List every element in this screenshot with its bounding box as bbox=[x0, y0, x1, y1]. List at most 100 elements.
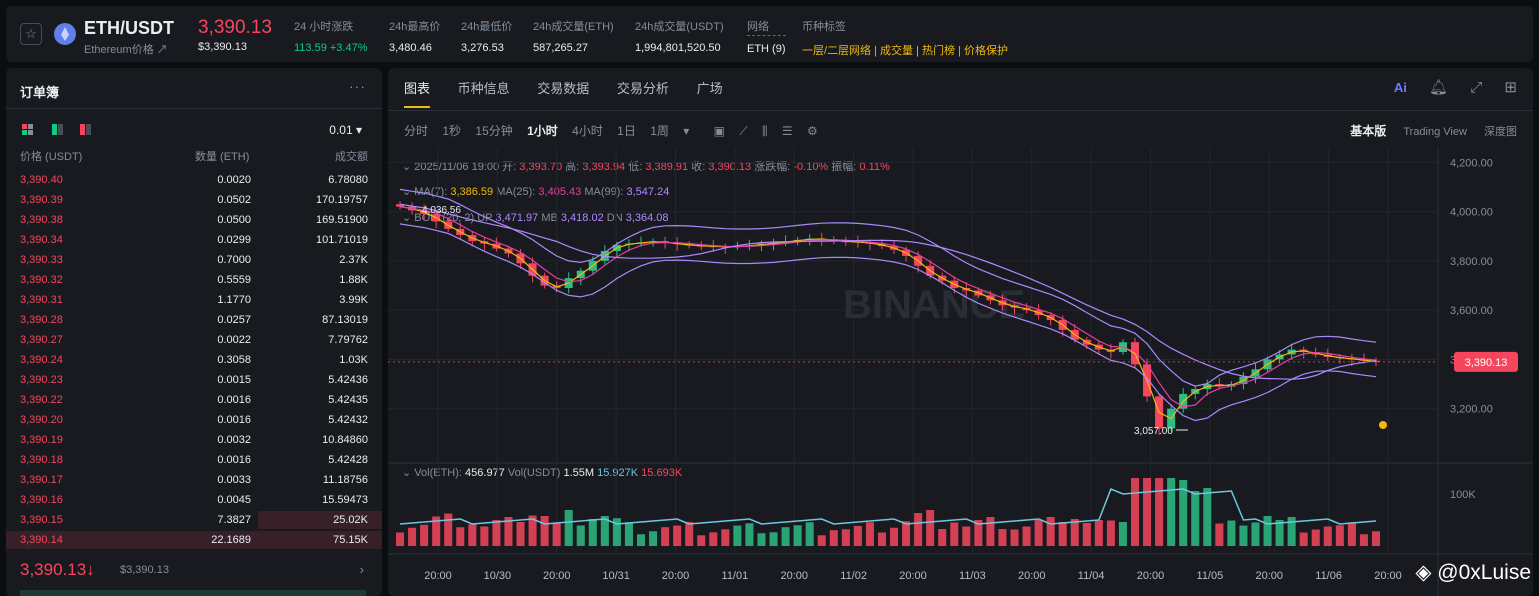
orderbook-row[interactable]: 3,390.15 7.3827 25.02K bbox=[6, 510, 382, 530]
row-qty: 7.3827 bbox=[217, 514, 251, 526]
interval-1s[interactable]: 1秒 bbox=[442, 124, 462, 138]
row-qty: 0.3058 bbox=[217, 354, 251, 366]
grid-icon[interactable]: ⊞ bbox=[1504, 79, 1517, 96]
interval-15m[interactable]: 15分钟 bbox=[475, 124, 513, 138]
volume-bar bbox=[1155, 478, 1164, 546]
binance-watermark: BINANCE bbox=[843, 283, 1025, 327]
row-qty: 1.1770 bbox=[217, 294, 251, 306]
bids-start bbox=[20, 590, 366, 596]
chevron-right-icon[interactable]: › bbox=[359, 562, 364, 577]
collapse-icon[interactable]: ⌄ bbox=[402, 467, 415, 479]
view-both-icon[interactable] bbox=[22, 124, 33, 135]
interval-more-icon[interactable]: ▾ bbox=[683, 124, 690, 138]
calendar-icon[interactable]: ▣ bbox=[713, 124, 725, 138]
volume-bar bbox=[1263, 516, 1272, 546]
volume-bar bbox=[769, 532, 778, 546]
orderbook-row[interactable]: 3,390.27 0.0022 7.79762 bbox=[6, 330, 382, 350]
volume-bar bbox=[600, 516, 609, 546]
view-asks-icon[interactable] bbox=[80, 124, 91, 135]
boll-dn-value: 3,364.08 bbox=[625, 212, 669, 224]
expand-icon[interactable]: ⤢ bbox=[1470, 79, 1483, 96]
orderbook-row[interactable]: 3,390.39 0.0502 170.19757 bbox=[6, 190, 382, 210]
orderbook-row[interactable]: 3,390.38 0.0500 169.51900 bbox=[6, 210, 382, 230]
volume-bar bbox=[504, 517, 513, 546]
volume-bar bbox=[685, 521, 694, 546]
tab-trading-data[interactable]: 交易数据 bbox=[537, 81, 590, 96]
view-basic[interactable]: 基本版 bbox=[1350, 124, 1387, 138]
row-qty: 0.0032 bbox=[217, 434, 251, 446]
orderbook-row[interactable]: 3,390.28 0.0257 87.13019 bbox=[6, 310, 382, 330]
price-chart[interactable]: 4,200.004,000.003,800.003,600.003,400.00… bbox=[388, 68, 1533, 596]
interval-1d[interactable]: 1日 bbox=[617, 124, 636, 138]
interval-1w[interactable]: 1周 bbox=[650, 124, 669, 138]
coin-info-link[interactable]: Ethereum价格 ↗ bbox=[84, 44, 168, 56]
orderbook-row[interactable]: 3,390.19 0.0032 10.84860 bbox=[6, 430, 382, 450]
interval-4h[interactable]: 4小时 bbox=[572, 124, 603, 138]
tab-square[interactable]: 广场 bbox=[696, 81, 723, 96]
tag-links[interactable]: 一层/二层网络 | 成交量 | 热门榜 | 价格保护 bbox=[802, 45, 1008, 57]
interval-1h[interactable]: 1小时 bbox=[527, 124, 558, 138]
row-price: 3,390.33 bbox=[20, 254, 63, 266]
orderbook-row[interactable]: 3,390.34 0.0299 101.71019 bbox=[6, 230, 382, 250]
row-total: 169.51900 bbox=[316, 214, 368, 226]
interval-time[interactable]: 分时 bbox=[404, 124, 429, 138]
volume-bar bbox=[829, 530, 838, 546]
orderbook-row[interactable]: 3,390.18 0.0016 5.42428 bbox=[6, 450, 382, 470]
row-qty: 0.0016 bbox=[217, 414, 251, 426]
row-price: 3,390.34 bbox=[20, 234, 63, 246]
orderbook-row[interactable]: 3,390.40 0.0020 6.78080 bbox=[6, 170, 382, 190]
orderbook-row[interactable]: 3,390.17 0.0033 11.18756 bbox=[6, 470, 382, 490]
orderbook-row[interactable]: 3,390.14 22.1689 75.15K bbox=[6, 530, 382, 550]
stat-value: 587,265.27 bbox=[533, 42, 589, 54]
collapse-icon[interactable]: ⌄ bbox=[402, 212, 415, 224]
settings-list-icon[interactable]: ☰ bbox=[781, 124, 793, 138]
view-tradingview[interactable]: Trading View bbox=[1403, 126, 1467, 138]
vol-axis-label: 100K bbox=[1450, 489, 1476, 501]
ma99-line bbox=[399, 203, 1377, 380]
volume-bar bbox=[528, 515, 537, 546]
collapse-icon[interactable]: ⌄ bbox=[402, 161, 415, 173]
tab-trading-analysis[interactable]: 交易分析 bbox=[616, 81, 669, 96]
ai-icon[interactable]: Ai bbox=[1393, 80, 1407, 95]
row-price: 3,390.39 bbox=[20, 194, 63, 206]
bell-icon[interactable]: 🔔︎ bbox=[1429, 79, 1449, 96]
x-tick-label: 20:00 bbox=[543, 570, 571, 582]
row-total: 15.59473 bbox=[322, 494, 368, 506]
orderbook-row[interactable]: 3,390.23 0.0015 5.42436 bbox=[6, 370, 382, 390]
orderbook-row[interactable]: 3,390.16 0.0045 15.59473 bbox=[6, 490, 382, 510]
stat-24h-change: 24 小时涨跌 113.59 +3.47% bbox=[294, 18, 368, 54]
row-total: 87.13019 bbox=[322, 314, 368, 326]
volume-bar bbox=[1191, 491, 1200, 546]
view-bids-icon[interactable] bbox=[52, 124, 63, 135]
x-tick-label: 11/03 bbox=[959, 570, 986, 582]
candle-type-icon[interactable]: ⫼ bbox=[762, 124, 768, 138]
gear-icon[interactable]: ⚙ bbox=[807, 124, 818, 138]
x-tick-label: 20:00 bbox=[899, 570, 927, 582]
view-depth[interactable]: 深度图 bbox=[1484, 126, 1517, 138]
orderbook-row[interactable]: 3,390.22 0.0016 5.42435 bbox=[6, 390, 382, 410]
star-icon[interactable]: ☆ bbox=[20, 23, 42, 45]
orderbook-row[interactable]: 3,390.32 0.5559 1.88K bbox=[6, 270, 382, 290]
orderbook-row[interactable]: 3,390.33 0.7000 2.37K bbox=[6, 250, 382, 270]
volume-bar bbox=[1167, 478, 1176, 546]
row-price: 3,390.31 bbox=[20, 294, 63, 306]
depth-bar bbox=[6, 531, 382, 549]
indicator-icon[interactable]: ⟋ bbox=[739, 124, 748, 138]
row-price: 3,390.24 bbox=[20, 354, 63, 366]
stat-tags: 币种标签 一层/二层网络 | 成交量 | 热门榜 | 价格保护 bbox=[802, 18, 1008, 58]
row-qty: 0.0299 bbox=[217, 234, 251, 246]
precision-select[interactable]: 0.01 ▾ bbox=[329, 123, 362, 137]
more-icon[interactable]: ··· bbox=[349, 78, 366, 94]
tab-coin-info[interactable]: 币种信息 bbox=[457, 81, 510, 96]
stat-network[interactable]: 网络 ETH (9) bbox=[747, 18, 786, 55]
x-tick-label: 20:00 bbox=[1018, 570, 1046, 582]
row-total: 6.78080 bbox=[328, 174, 368, 186]
tab-chart[interactable]: 图表 bbox=[404, 78, 431, 108]
orderbook-row[interactable]: 3,390.20 0.0016 5.42432 bbox=[6, 410, 382, 430]
row-qty: 0.0016 bbox=[217, 394, 251, 406]
row-total: 2.37K bbox=[339, 254, 368, 266]
vol-ma1-value: 15.927K bbox=[597, 467, 639, 479]
collapse-icon[interactable]: ⌄ bbox=[402, 186, 415, 198]
orderbook-row[interactable]: 3,390.31 1.1770 3.99K bbox=[6, 290, 382, 310]
orderbook-row[interactable]: 3,390.24 0.3058 1.03K bbox=[6, 350, 382, 370]
